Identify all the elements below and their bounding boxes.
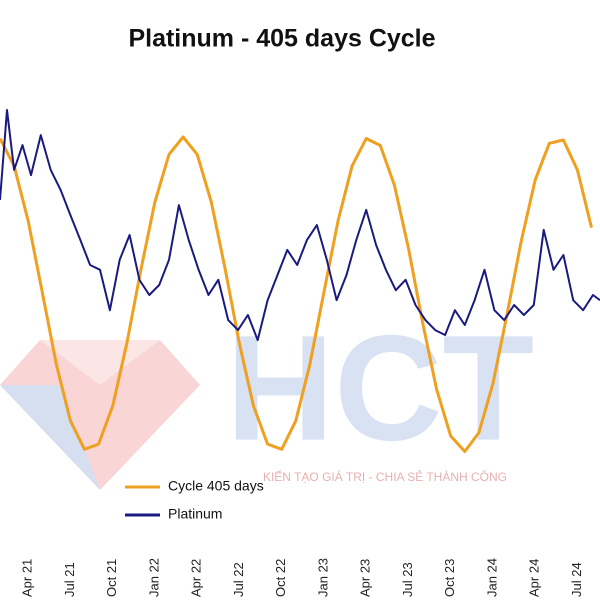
watermark-facet	[0, 385, 100, 490]
series-line	[0, 109, 600, 342]
x-tick-label: Jan 22	[146, 558, 161, 597]
x-tick-label: Oct 22	[273, 559, 288, 597]
watermark-slogan: KIẾN TẠO GIÁ TRỊ - CHIA SẺ THÀNH CÔNG	[263, 469, 507, 484]
x-tick-label: Jul 24	[569, 562, 584, 597]
x-tick-label: Apr 24	[527, 559, 542, 597]
x-tick-label: Apr 23	[358, 559, 373, 597]
series-line	[0, 135, 593, 453]
x-tick-label: Apr 21	[20, 559, 35, 597]
x-tick-label: Jul 22	[231, 562, 246, 597]
x-tick-label: Oct 21	[104, 559, 119, 597]
watermark-text: HCT	[226, 304, 534, 472]
legend-label: Cycle 405 days	[168, 478, 264, 494]
x-tick-label: Jul 21	[62, 562, 77, 597]
x-tick-label: Jul 23	[400, 562, 415, 597]
watermark-logo	[0, 340, 200, 490]
x-tick-label: Apr 22	[189, 559, 204, 597]
watermark-facet	[40, 340, 160, 385]
x-tick-label: Jan 24	[484, 558, 499, 597]
x-tick-label: Jan 23	[315, 558, 330, 597]
watermark-diamond	[0, 340, 200, 490]
chart-title: Platinum - 405 days Cycle	[128, 25, 435, 53]
legend-label: Platinum	[168, 506, 222, 522]
x-tick-label: Oct 23	[442, 559, 457, 597]
